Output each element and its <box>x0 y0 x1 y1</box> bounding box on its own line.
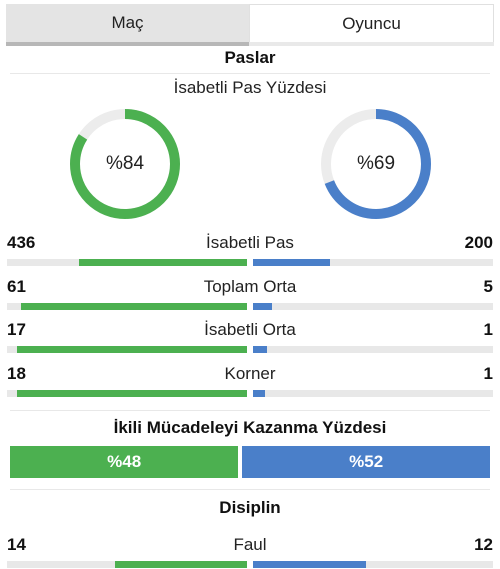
home-bar-track <box>7 303 247 310</box>
away-bar <box>253 303 273 310</box>
away-bar-track <box>253 259 493 266</box>
tab-match[interactable]: Maç <box>6 4 249 46</box>
home-accuracy-arc <box>70 109 180 219</box>
stat-row-corners: 18 Korner 1 <box>0 364 500 400</box>
away-bar <box>253 390 265 397</box>
divider <box>10 489 490 490</box>
home-duel-segment: %48 <box>10 446 239 478</box>
home-bar-track <box>7 346 247 353</box>
home-value: 18 <box>7 364 26 383</box>
away-bar <box>253 259 330 266</box>
away-value: 1 <box>483 320 493 339</box>
home-value: 61 <box>7 277 26 296</box>
stat-name: Faul <box>233 535 267 554</box>
section-title-duels: İkili Mücadeleyi Kazanma Yüzdesi <box>113 418 387 437</box>
away-pass-accuracy-donut: %69 <box>316 104 436 224</box>
stat-row-accurate-passes: 436 İsabetli Pas 200 <box>0 233 500 269</box>
section-title-passes: Paslar <box>224 48 276 67</box>
stat-row-total-crosses: 61 Toplam Orta 5 <box>0 277 500 313</box>
stat-row-fouls: 14 Faul 12 <box>0 535 500 569</box>
stat-row-accurate-crosses: 17 İsabetli Orta 1 <box>0 320 500 356</box>
home-value: 14 <box>7 535 26 554</box>
away-value: 200 <box>464 233 493 252</box>
away-bar-track <box>253 390 493 397</box>
duel-win-bar: %48 %52 <box>10 446 490 478</box>
pass-accuracy-title: İsabetli Pas Yüzdesi <box>173 78 327 97</box>
home-bar <box>21 303 247 310</box>
away-bar <box>253 346 268 353</box>
away-accuracy-value: %69 <box>356 153 396 174</box>
stat-name: İsabetli Orta <box>204 320 296 339</box>
home-bar-track <box>7 390 247 397</box>
away-bar-track <box>253 561 493 568</box>
home-bar <box>16 390 247 397</box>
stat-name: Korner <box>224 364 276 383</box>
divider <box>10 73 490 74</box>
away-value: 5 <box>483 277 493 296</box>
home-bar <box>115 561 247 568</box>
home-bar <box>16 346 247 353</box>
section-title-discipline: Disiplin <box>219 498 281 517</box>
tab-player[interactable]: Oyuncu <box>249 4 494 46</box>
away-accuracy-arc <box>321 109 431 219</box>
away-value: 12 <box>474 535 493 554</box>
away-duel-segment: %52 <box>242 446 490 478</box>
away-value: 1 <box>483 364 493 383</box>
stat-name: İsabetli Pas <box>206 233 294 252</box>
away-bar <box>253 561 366 568</box>
away-bar-track <box>253 303 493 310</box>
home-bar-track <box>7 561 247 568</box>
home-pass-accuracy-donut: %84 <box>65 104 185 224</box>
match-player-tabs: Maç Oyuncu <box>6 4 494 46</box>
home-value: 17 <box>7 320 26 339</box>
home-bar-track <box>7 259 247 266</box>
home-bar <box>79 259 247 266</box>
away-bar-track <box>253 346 493 353</box>
stat-name: Toplam Orta <box>203 277 297 296</box>
divider <box>10 410 490 411</box>
home-value: 436 <box>7 233 36 252</box>
home-accuracy-value: %84 <box>105 153 145 174</box>
